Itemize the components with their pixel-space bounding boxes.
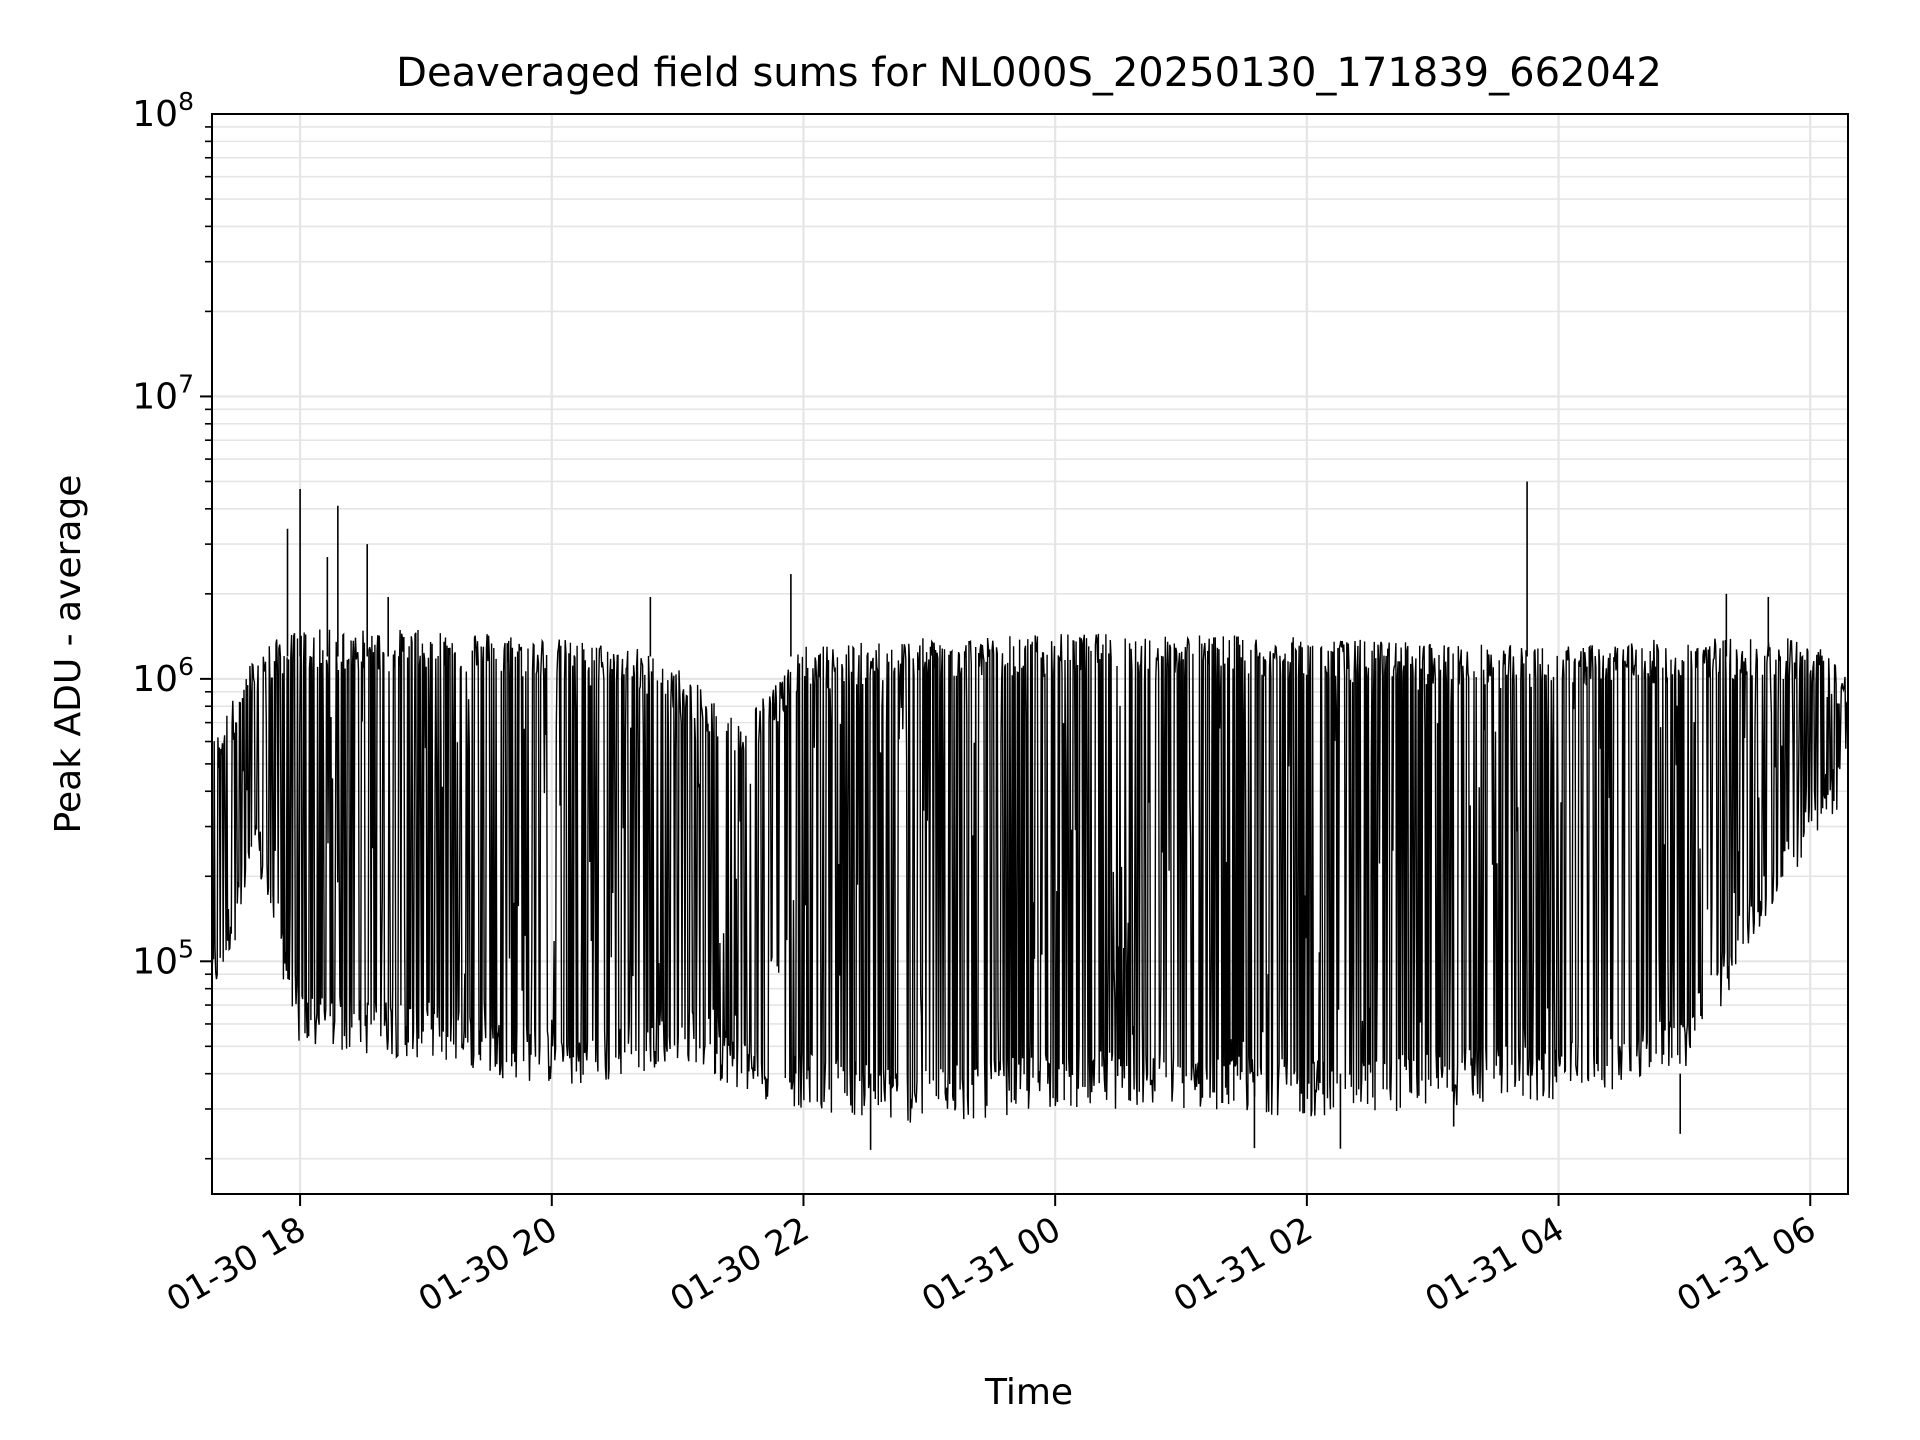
x-tick-label: 01-30 18 [160, 1209, 312, 1320]
y-axis: 105 106 107 108 [132, 87, 212, 1160]
series-line [211, 629, 1849, 1123]
x-tick-label: 01-31 00 [915, 1209, 1067, 1320]
y-tick-label: 106 [132, 652, 194, 700]
data-series [211, 481, 1849, 1150]
x-tick-label: 01-31 02 [1167, 1209, 1319, 1320]
x-tick-label: 01-31 06 [1670, 1209, 1822, 1320]
y-axis-label: Peak ADU - average [48, 475, 89, 834]
chart-title: Deaveraged field sums for NL000S_2025013… [396, 50, 1662, 96]
x-tick-label: 01-30 20 [412, 1209, 564, 1320]
x-tick-label: 01-31 04 [1419, 1209, 1571, 1320]
x-axis-label: Time [984, 1372, 1073, 1413]
y-tick-label: 105 [132, 934, 194, 982]
y-tick-label: 107 [132, 369, 194, 417]
x-axis: 01-30 18 01-30 20 01-30 22 01-31 00 01-31 02… [160, 1194, 1823, 1320]
plot-frame [211, 113, 1849, 1195]
x-tick-label: 01-30 22 [664, 1209, 816, 1320]
y-tick-label: 108 [132, 87, 194, 135]
